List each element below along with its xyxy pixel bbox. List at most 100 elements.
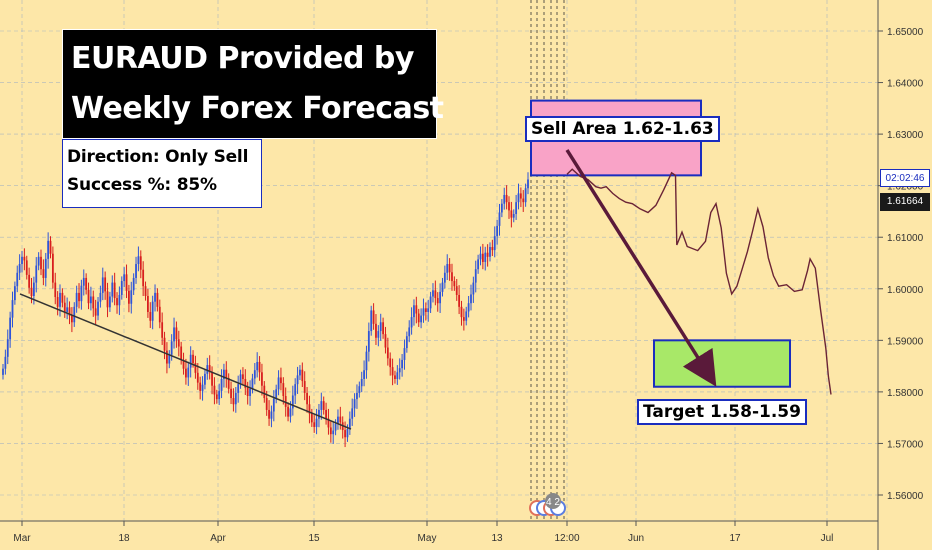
candle-body [405,336,408,349]
candle-body [137,256,140,265]
candle-body [310,413,313,423]
candle-body [68,307,71,316]
candle-body [49,240,52,254]
x-tick-label: 12:00 [554,533,579,544]
y-tick-label: 1.59000 [887,336,924,347]
candle-body [346,429,349,438]
info-panel: Direction: Only Sell Success %: 85% [62,139,262,208]
candle-body [75,292,78,307]
candle-body [498,212,501,226]
candle-body [287,406,289,417]
candle-body [30,287,33,296]
candle-body [527,179,529,189]
candle-body [97,301,99,316]
candle-body [296,375,299,385]
candle-body [334,423,337,431]
direction-text: Direction: Only Sell [67,147,249,167]
candle-body [151,301,154,321]
candle-body [9,317,12,340]
candle-body [87,289,90,304]
candle-body [320,401,323,410]
time-axis-ticks: Mar 18 Apr 15 May 13 12:00 Jun 17 Jul [13,521,833,544]
candle-body [187,367,190,378]
candle-body [220,379,223,391]
y-tick-label: 1.56000 [887,491,924,502]
candle-body [249,388,251,397]
candle-body [192,354,194,364]
candle-body [256,361,259,371]
target-area-box[interactable] [653,339,791,388]
candle-body [325,409,327,419]
y-tick-label: 1.65000 [887,27,924,38]
candle-body [443,272,446,283]
candle-body [489,247,491,257]
candle-body [16,272,19,287]
candle-body [306,392,308,405]
candle-body [94,308,97,316]
candle-body [477,259,480,270]
candle-body [111,282,114,297]
candle-body [82,277,85,286]
candle-body [125,274,128,291]
candle-body [486,252,489,257]
candle-body [522,198,525,203]
candle-body [130,290,133,304]
candle-body [225,369,228,378]
success-text: Success %: 85% [67,175,217,195]
candle-body [299,369,301,376]
candle-body [377,331,380,338]
candle-body [66,307,69,312]
candle-body [441,282,444,292]
candle-body [253,370,256,379]
candle-body [512,214,515,218]
candle-body [6,339,9,357]
candle-body [199,382,202,391]
candle-body [234,392,237,405]
candle-body [263,385,266,399]
candle-body [154,292,156,302]
price-axis-ticks: 1.65000 1.64000 1.63000 1.62000 1.61000 1.600… [878,27,924,502]
candle-body [524,188,527,203]
candle-body [508,202,510,211]
candle-body [289,408,292,417]
candle-body [63,302,66,312]
candle-body [142,269,145,287]
candle-body [365,351,368,371]
candle-body [448,264,451,273]
candle-body [268,409,270,419]
candle-body [327,418,330,428]
candle-body [462,317,465,321]
x-tick-label: 15 [308,533,320,544]
candle-body [410,317,413,328]
candle-body [44,258,47,278]
session-dashed-lines [530,0,565,521]
candle-body [294,384,297,396]
candle-body [481,253,484,262]
candle-body [439,291,442,304]
candle-body [32,282,35,296]
candle-body [51,253,54,283]
candle-body [54,282,57,298]
x-tick-label: Jul [821,533,834,544]
candle-body [384,334,387,348]
candle-body [227,377,230,389]
candle-body [59,292,61,307]
candle-body [515,202,518,215]
candle-body [382,322,384,335]
event-badges[interactable]: 4 2 [529,493,566,516]
candle-body [244,379,247,388]
event-badge-count[interactable] [545,493,561,509]
candle-body [182,359,185,369]
candle-body [356,392,358,400]
price-axis-panel[interactable] [878,0,932,550]
candle-body [21,256,23,265]
candle-body [42,269,45,278]
candle-body [403,348,406,360]
candle-body [291,395,294,409]
candle-body [189,354,192,368]
candle-body [37,256,40,266]
candle-body [206,365,209,374]
candle-body [415,305,418,314]
candle-body [470,294,472,304]
y-tick-label: 1.58000 [887,388,924,399]
